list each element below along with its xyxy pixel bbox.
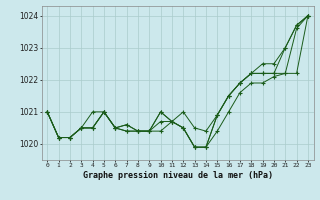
X-axis label: Graphe pression niveau de la mer (hPa): Graphe pression niveau de la mer (hPa)	[83, 171, 273, 180]
